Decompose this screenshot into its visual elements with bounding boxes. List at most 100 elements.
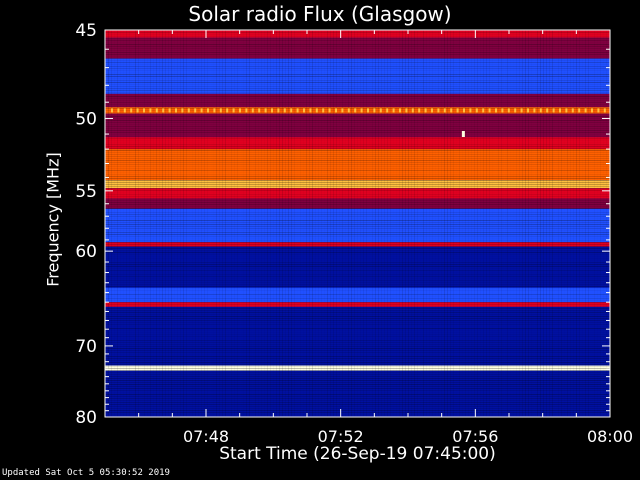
noise-stripe (105, 70, 610, 71)
interference-dash (117, 108, 120, 113)
noise-column (567, 30, 568, 417)
x-tick-label: 08:00 (587, 427, 633, 446)
noise-column (444, 30, 445, 417)
noise-stripe (105, 270, 610, 271)
noise-stripe (105, 174, 610, 175)
noise-column (402, 30, 403, 417)
y-tick-label: 70 (75, 337, 97, 357)
intensity-band (105, 287, 610, 303)
noise-column (171, 30, 172, 417)
noise-stripe (105, 166, 610, 167)
noise-column (357, 30, 358, 417)
noise-stripe (105, 160, 610, 161)
interference-dash (130, 108, 133, 113)
noise-stripe (105, 240, 610, 241)
interference-dash (187, 108, 190, 113)
noise-column (177, 30, 178, 417)
interference-dash (347, 108, 350, 113)
noise-stripe (105, 406, 610, 407)
noise-stripe (105, 276, 610, 277)
noise-column (420, 30, 421, 417)
noise-column (606, 30, 607, 417)
noise-stripe (105, 146, 610, 147)
intensity-band (105, 137, 610, 150)
interference-dash (239, 108, 241, 113)
noise-column (150, 30, 151, 417)
interference-dash (527, 108, 529, 113)
noise-stripe (105, 264, 610, 265)
noise-stripe (105, 294, 610, 295)
noise-column (396, 30, 397, 417)
noise-column (381, 30, 382, 417)
interference-dash (539, 108, 542, 113)
interference-dash (219, 108, 222, 113)
noise-stripe (105, 352, 610, 353)
noise-stripe (105, 50, 610, 51)
noise-column (510, 30, 511, 417)
noise-column (162, 30, 163, 417)
noise-stripe (105, 398, 610, 399)
noise-column (360, 30, 361, 417)
noise-column (519, 30, 520, 417)
noise-column (273, 30, 274, 417)
noise-column (237, 30, 238, 417)
noise-stripe (105, 404, 610, 405)
interference-dash (495, 108, 497, 113)
interference-dash (514, 108, 517, 113)
noise-column (261, 30, 262, 417)
interference-dash (431, 108, 433, 113)
noise-column (561, 30, 562, 417)
noise-stripe (105, 312, 610, 313)
interference-dash (405, 108, 408, 113)
noise-column (507, 30, 508, 417)
interference-dash (200, 108, 203, 113)
intensity-band (105, 198, 610, 209)
noise-stripe (105, 236, 610, 237)
noise-column (453, 30, 454, 417)
noise-stripe (105, 336, 610, 337)
noise-stripe (105, 62, 610, 63)
noise-stripe (105, 128, 610, 129)
noise-stripe (105, 206, 610, 207)
noise-column (243, 30, 244, 417)
noise-stripe (105, 348, 610, 349)
noise-column (582, 30, 583, 417)
noise-column (585, 30, 586, 417)
noise-stripe (105, 138, 610, 139)
noise-column (549, 30, 550, 417)
noise-column (222, 30, 223, 417)
noise-column (573, 30, 574, 417)
noise-column (462, 30, 463, 417)
noise-stripe (105, 102, 610, 103)
noise-stripe (105, 372, 610, 373)
noise-column (246, 30, 247, 417)
noise-column (231, 30, 232, 417)
noise-stripe (105, 40, 610, 41)
noise-stripe (105, 220, 610, 221)
noise-column (345, 30, 346, 417)
noise-column (354, 30, 355, 417)
intensity-band (105, 58, 610, 94)
noise-stripe (105, 310, 610, 311)
noise-column (117, 30, 118, 417)
noise-stripe (105, 110, 610, 111)
noise-stripe (105, 394, 610, 395)
noise-stripe (105, 376, 610, 377)
noise-stripe (105, 54, 610, 55)
noise-column (366, 30, 367, 417)
noise-column (459, 30, 460, 417)
noise-column (174, 30, 175, 417)
interference-dash (181, 108, 184, 113)
noise-column (543, 30, 544, 417)
interference-dash (194, 108, 197, 113)
noise-stripe (105, 64, 610, 65)
noise-stripe (105, 162, 610, 163)
y-tick-label: 55 (75, 182, 97, 202)
noise-stripe (105, 66, 610, 67)
noise-column (198, 30, 199, 417)
interference-dash (322, 108, 325, 113)
noise-column (276, 30, 277, 417)
noise-column (378, 30, 379, 417)
noise-stripe (105, 100, 610, 101)
noise-column (477, 30, 478, 417)
